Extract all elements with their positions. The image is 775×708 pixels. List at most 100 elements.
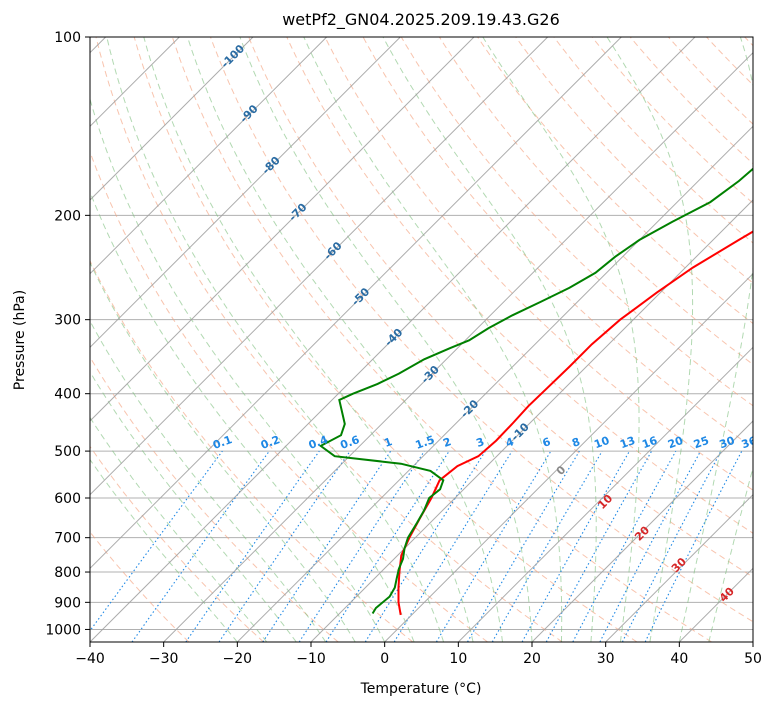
moist-adiabat <box>90 370 297 642</box>
mixing-ratio-label: 13 <box>618 434 637 451</box>
x-tick-label: −10 <box>296 651 326 667</box>
moist-adiabat <box>90 261 356 642</box>
mixing-ratio-label: 0.2 <box>259 433 282 452</box>
mixing-ratio-label: 4 <box>504 435 516 450</box>
dry-adiabat <box>324 37 753 491</box>
isotherm <box>90 37 328 275</box>
mixing-ratio-label: 0.6 <box>338 433 361 452</box>
isotherm <box>90 37 254 201</box>
y-tick-label: 100 <box>54 30 81 46</box>
isotherm <box>163 51 753 642</box>
y-tick-label: 600 <box>54 491 81 507</box>
moist-adiabat <box>143 37 474 642</box>
dry-adiabat <box>90 259 414 642</box>
x-tick-label: 50 <box>744 651 762 667</box>
y-tick-label: 400 <box>54 387 81 403</box>
mixing-ratio-label: 6 <box>541 435 553 450</box>
isotherm <box>531 420 753 642</box>
plot-area: -100-90-80-70-60-50-40-30-20-10010203040… <box>90 37 759 642</box>
isotherm <box>90 37 549 496</box>
dry-adiabat <box>171 37 712 642</box>
mixing-ratio-line <box>393 450 513 642</box>
mixing-ratio-line <box>521 450 630 642</box>
isotherm <box>384 272 753 642</box>
mixing-ratio-label: 36 <box>740 434 759 452</box>
mixing-ratio-label: 25 <box>692 434 711 451</box>
isotherm <box>236 125 753 642</box>
dry-adiabat <box>248 37 753 578</box>
isotherm <box>90 37 401 349</box>
y-axis-label: Pressure (hPa) <box>12 290 28 390</box>
mixing-ratio-line <box>325 450 450 642</box>
y-tick-label: 300 <box>54 313 81 329</box>
y-tick-label: 700 <box>54 531 81 547</box>
mixing-ratio-label: 16 <box>640 434 659 452</box>
dry-adiabat <box>629 37 753 165</box>
mixing-ratio-label: 0.4 <box>307 433 330 452</box>
mixing-ratio-line <box>491 450 603 642</box>
y-tick-label: 1000 <box>45 622 81 638</box>
dry-adiabat <box>400 37 753 407</box>
isotherm <box>457 346 753 642</box>
x-tick-label: −20 <box>223 651 253 667</box>
x-axis-label: Temperature (°C) <box>360 681 482 697</box>
isotherm <box>90 37 475 422</box>
y-tick-label: 800 <box>54 565 81 581</box>
dry-adiabat <box>477 37 753 325</box>
mixing-ratio-line <box>90 450 223 632</box>
y-tick-label: 500 <box>54 444 81 460</box>
dewpoint-profile-line <box>318 167 753 615</box>
axis-ticks: −40 −30 −20 −10 0 10 20 30 40 5010020030040050060… <box>45 30 762 667</box>
x-tick-label: −30 <box>149 651 179 667</box>
dry-adiabat <box>515 37 753 284</box>
moist-adiabat <box>90 458 238 642</box>
mixing-ratio-label: 20 <box>666 434 685 452</box>
moist-adiabat <box>106 37 445 642</box>
mixing-ratio-line <box>467 450 580 642</box>
isotherm <box>310 199 753 642</box>
mixing-ratio-line <box>572 450 677 642</box>
moist-adiabat <box>708 465 753 642</box>
isotherm <box>752 641 753 642</box>
mixing-ratio-line <box>131 450 270 642</box>
moist-adiabat <box>303 37 563 642</box>
mixing-ratio-label: 0.1 <box>211 433 234 452</box>
plot-frame <box>89 36 754 643</box>
x-tick-label: 40 <box>670 651 688 667</box>
mixing-ratio-line <box>218 450 351 642</box>
mixing-ratio-label: 8 <box>570 435 582 450</box>
mixing-ratio-label: 3 <box>474 435 486 450</box>
dry-adiabat <box>90 445 264 642</box>
moist-adiabat <box>239 37 533 642</box>
isotherm <box>90 37 622 570</box>
x-tick-label: 30 <box>597 651 615 667</box>
y-tick-label: 200 <box>54 208 81 224</box>
x-tick-label: 20 <box>523 651 541 667</box>
isotherm <box>605 493 753 642</box>
x-tick-label: 10 <box>449 651 467 667</box>
y-tick-label: 900 <box>54 595 81 611</box>
mixing-ratio-line <box>364 450 486 642</box>
moist-adiabat <box>482 37 640 642</box>
x-tick-label: 0 <box>380 651 389 667</box>
isotherm <box>90 37 696 642</box>
chart-title: wetPf2_GN04.2025.209.19.43.G26 <box>282 10 560 30</box>
moist-adiabat <box>382 37 597 642</box>
plot-background <box>90 37 753 642</box>
moist-adiabat <box>678 37 753 642</box>
dry-adiabat <box>95 37 563 642</box>
moist-adiabat <box>187 37 503 642</box>
temperature-profile-line <box>397 230 753 616</box>
mixing-ratio-label: 30 <box>718 434 737 452</box>
dry-adiabat <box>133 37 638 642</box>
x-tick-label: −40 <box>75 651 105 667</box>
dry-adiabat <box>591 37 753 204</box>
mixing-ratio-label: 10 <box>592 434 611 452</box>
mixing-ratio-label: 2 <box>441 435 453 450</box>
mixing-ratio-label: 1.5 <box>414 433 437 452</box>
dry-adiabat <box>210 37 753 623</box>
mixing-ratio-line <box>435 450 552 642</box>
moist-adiabat <box>90 416 268 642</box>
mixing-ratio-line <box>185 450 320 642</box>
